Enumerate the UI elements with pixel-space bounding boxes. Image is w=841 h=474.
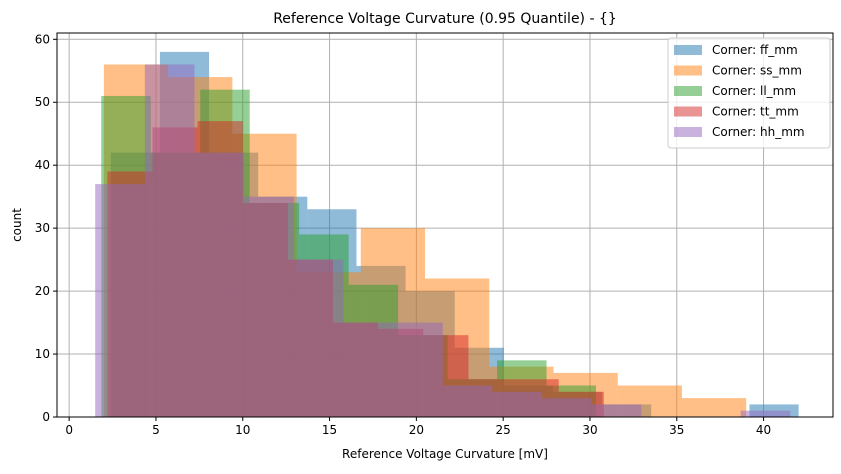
legend-label: Corner: ll_mm: [712, 84, 796, 98]
histogram-bar: [194, 152, 245, 417]
plot-frame: [56, 32, 834, 418]
x-tick-label: 25: [496, 423, 511, 437]
histogram-bar: [95, 184, 145, 417]
legend-label: Corner: hh_mm: [712, 125, 805, 139]
x-axis-label: Reference Voltage Curvature [mV]: [342, 447, 548, 461]
histogram-bar: [144, 64, 195, 418]
legend-swatch: [674, 127, 702, 137]
y-tick-label: 10: [35, 347, 50, 361]
y-tick-label: 0: [42, 410, 50, 424]
x-tick-label: 0: [65, 423, 73, 437]
x-tick-label: 15: [322, 423, 337, 437]
histogram-bar: [681, 398, 747, 417]
histogram-bar: [740, 410, 791, 417]
x-tick-label: 40: [756, 423, 771, 437]
x-tick-label: 30: [582, 423, 597, 437]
histogram-bar: [591, 404, 642, 417]
histogram-bar: [393, 322, 443, 417]
y-tick-label: 20: [35, 284, 50, 298]
legend-swatch: [674, 45, 702, 55]
legend-swatch: [674, 106, 702, 117]
x-tick-label: 10: [235, 423, 250, 437]
x-tick-label: 5: [152, 423, 160, 437]
x-tick-label: 35: [669, 423, 684, 437]
y-tick-label: 60: [35, 32, 50, 46]
chart-title: Reference Voltage Curvature (0.95 Quanti…: [273, 11, 617, 27]
histogram-bar: [293, 259, 344, 417]
histogram-bar: [343, 322, 394, 417]
legend-label: Corner: tt_mm: [712, 105, 799, 119]
legend-box: [667, 37, 831, 149]
histogram-bar: [244, 196, 294, 417]
histogram-bar: [542, 398, 592, 417]
histogram-bar: [492, 391, 543, 417]
legend-label: Corner: ff_mm: [712, 43, 798, 57]
y-tick-label: 50: [35, 95, 50, 109]
y-tick-label: 40: [35, 158, 50, 172]
legend-label: Corner: ss_mm: [712, 64, 802, 78]
y-axis-label: count: [10, 208, 24, 242]
x-tick-label: 20: [409, 423, 424, 437]
legend-swatch: [674, 86, 702, 96]
y-tick-label: 30: [35, 221, 50, 235]
legend-swatch: [674, 65, 702, 76]
histogram-bar: [442, 385, 493, 417]
